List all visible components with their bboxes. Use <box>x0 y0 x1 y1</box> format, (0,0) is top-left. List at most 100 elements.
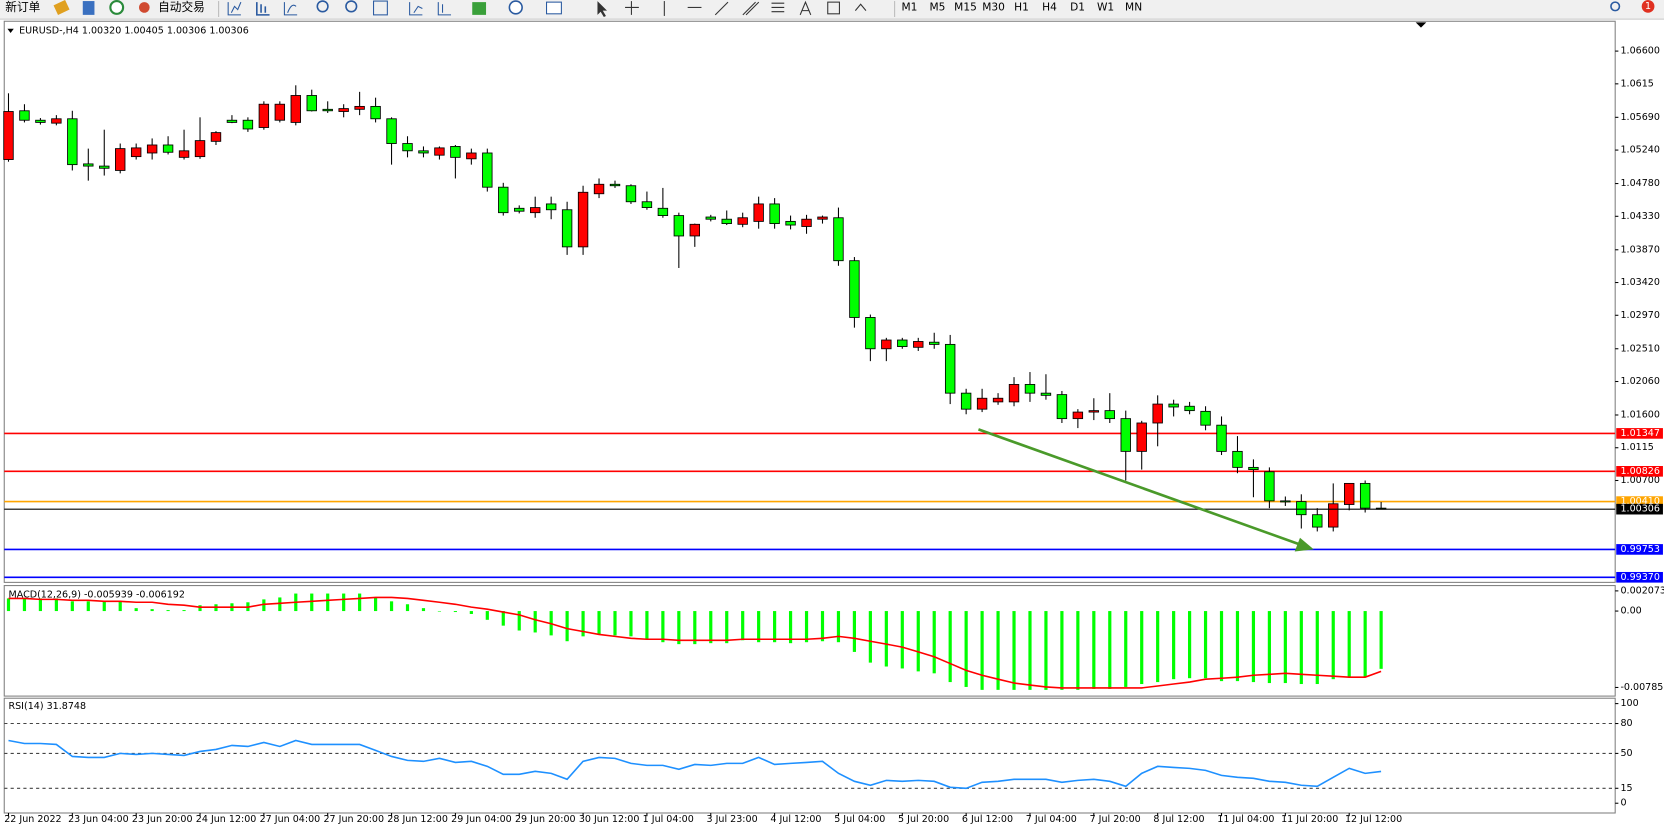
candle-body <box>769 203 780 225</box>
icon[interactable] <box>139 2 150 13</box>
macd-bar <box>118 601 122 612</box>
macd-bar <box>1315 611 1319 685</box>
y-tick-label: 1.02510 <box>1620 343 1659 354</box>
candle-body <box>801 218 812 227</box>
macd-bar <box>1379 611 1383 669</box>
icon[interactable] <box>256 2 270 16</box>
icon[interactable] <box>854 3 867 11</box>
level-label-bg <box>1616 544 1663 555</box>
macd-bar <box>533 611 537 633</box>
macd-bar <box>725 611 729 644</box>
macd-bar <box>709 611 713 644</box>
menu-arrow[interactable] <box>7 28 14 33</box>
macd-bar <box>1156 611 1160 683</box>
macd-bar <box>310 593 314 612</box>
macd-bar <box>1140 611 1144 685</box>
icon[interactable] <box>771 2 785 13</box>
icon[interactable] <box>437 2 452 16</box>
candle-body <box>1264 471 1275 502</box>
alert-badge[interactable] <box>1641 0 1655 13</box>
candle-body <box>290 95 301 123</box>
macd-bar <box>501 611 505 626</box>
macd-bar <box>134 608 138 612</box>
timeframe-button[interactable]: W1 <box>1097 0 1114 13</box>
icon[interactable] <box>714 1 729 16</box>
icon[interactable] <box>316 0 329 13</box>
indicator-title: RSI(14) 31.8748 <box>8 701 86 712</box>
level-label-bg <box>1616 496 1663 507</box>
macd-bar <box>182 610 186 612</box>
y-tick-label: 1.05240 <box>1620 145 1659 156</box>
candle-body <box>402 143 413 152</box>
macd-bar <box>1092 611 1096 689</box>
auto-trading-button[interactable]: 自动交易 <box>158 0 205 14</box>
timeframe-button[interactable]: M30 <box>982 0 1005 13</box>
candle-body <box>849 260 860 318</box>
level-label: 1.00410 <box>1620 496 1659 507</box>
macd-bar <box>1283 611 1287 684</box>
rsi-line <box>8 739 1382 790</box>
y-tick-label: 1.04780 <box>1620 178 1659 189</box>
candle-body <box>450 146 461 158</box>
x-tick-label: 5 Jul 04:00 <box>834 814 885 825</box>
icon[interactable] <box>827 1 840 15</box>
macd-bar <box>54 598 58 612</box>
icon[interactable] <box>799 0 812 16</box>
x-tick-label: 22 Jun 2022 <box>4 814 61 825</box>
icon[interactable] <box>472 2 487 15</box>
x-tick-label: 28 Jun 12:00 <box>387 814 448 825</box>
signal-line <box>8 596 1382 689</box>
icon[interactable] <box>742 1 760 16</box>
icon[interactable] <box>283 2 298 16</box>
candle-body <box>274 103 286 121</box>
candle-body <box>1168 403 1179 408</box>
timeframe-button[interactable]: M15 <box>954 0 977 13</box>
icon[interactable] <box>625 1 639 15</box>
candle-body <box>960 392 972 410</box>
icon[interactable] <box>508 0 523 15</box>
icon[interactable] <box>409 2 423 16</box>
macd-bar <box>1203 611 1208 679</box>
search-icon[interactable] <box>1610 1 1621 12</box>
macd-bar <box>22 598 27 612</box>
icon[interactable] <box>82 1 95 15</box>
macd-bar <box>1108 611 1112 689</box>
icon[interactable] <box>53 0 70 15</box>
macd-bar <box>1251 611 1256 683</box>
new-order-button[interactable]: 新订单 <box>5 0 40 14</box>
macd-bar <box>932 611 936 674</box>
timeframe-button[interactable]: M5 <box>930 0 946 13</box>
x-tick-label: 8 Jul 12:00 <box>1153 814 1204 825</box>
timeframe-button[interactable]: H4 <box>1042 0 1057 13</box>
timeframe-button[interactable]: D1 <box>1070 0 1085 13</box>
timeframe-button[interactable]: MN <box>1125 0 1142 13</box>
icon[interactable] <box>109 0 125 15</box>
price-label-bg <box>1616 503 1663 515</box>
icon[interactable] <box>597 1 608 18</box>
macd-bar <box>916 611 920 672</box>
candle-body <box>226 119 238 123</box>
timeframe-button[interactable]: H1 <box>1014 0 1029 13</box>
macd-bar <box>868 611 872 663</box>
candle-body <box>625 185 637 203</box>
x-tick-label: 11 Jul 04:00 <box>1217 814 1274 825</box>
macd-bar <box>1235 611 1240 682</box>
timeframe-button[interactable]: M1 <box>902 0 918 13</box>
y-tick-label: 1.01600 <box>1620 409 1659 420</box>
icon[interactable] <box>373 0 388 16</box>
icon[interactable] <box>345 0 358 13</box>
y-tick-label: 1.06600 <box>1620 46 1659 57</box>
macd-bar <box>1299 611 1303 685</box>
icon[interactable] <box>227 1 242 16</box>
candle-body <box>657 207 669 217</box>
macd-bar <box>900 611 904 669</box>
candle-body <box>1024 383 1036 394</box>
icon[interactable] <box>546 1 562 15</box>
x-tick-label: 30 Jun 12:00 <box>579 814 640 825</box>
macd-bar <box>1267 611 1271 684</box>
y-tick-label: 0.00 <box>1620 606 1641 617</box>
candle-body <box>1072 411 1084 420</box>
candle-body <box>1120 418 1131 452</box>
x-tick-label: 11 Jul 20:00 <box>1281 814 1338 825</box>
candle-body <box>322 108 333 112</box>
